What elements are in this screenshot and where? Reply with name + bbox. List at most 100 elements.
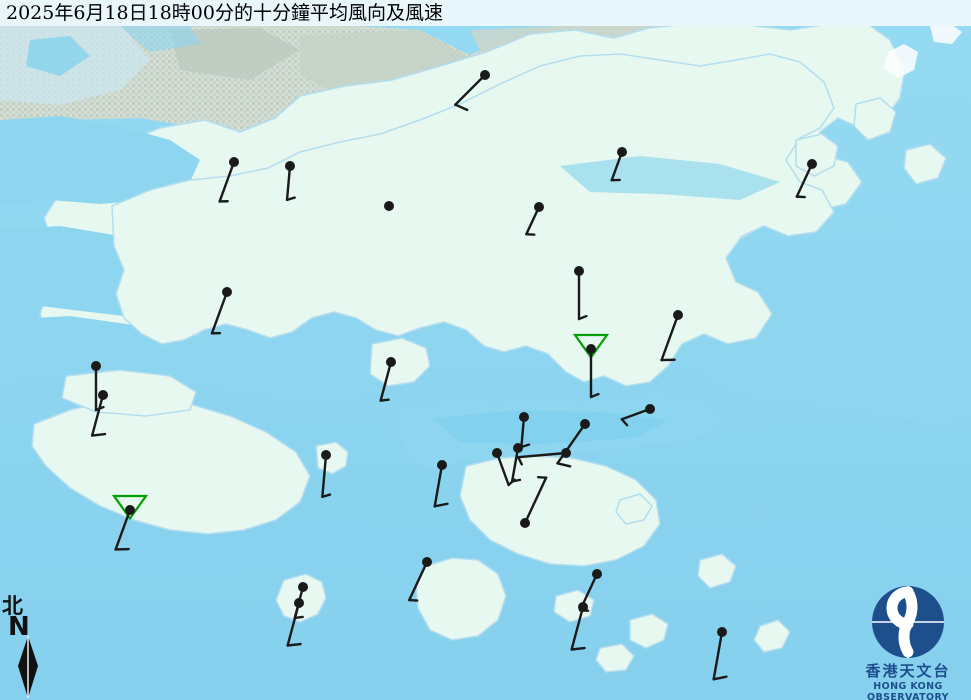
- station-dot-icon[interactable]: [285, 161, 295, 171]
- station-highlight-triangle-icon: [572, 333, 610, 360]
- station-marker[interactable]: [660, 310, 683, 362]
- station-dot-icon[interactable]: [580, 419, 590, 429]
- station-dot-icon[interactable]: [645, 404, 655, 414]
- station-marker[interactable]: [492, 448, 516, 487]
- station-marker[interactable]: [795, 159, 817, 199]
- station-dot-icon[interactable]: [520, 518, 530, 528]
- compass-rose: 北 N: [2, 590, 66, 700]
- station-dot-icon[interactable]: [534, 202, 544, 212]
- station-marker[interactable]: [572, 333, 610, 399]
- wind-barb-flag: [507, 478, 516, 487]
- wind-barb-flag: [286, 642, 302, 647]
- station-dot-icon[interactable]: [492, 448, 502, 458]
- station-marker[interactable]: [620, 404, 655, 427]
- wind-barb-shaft: [210, 290, 229, 335]
- station-marker[interactable]: [384, 201, 394, 211]
- station-marker[interactable]: [408, 557, 432, 602]
- wind-barb-flag: [556, 462, 572, 468]
- station-dot-icon[interactable]: [578, 602, 588, 612]
- wind-barb-flag: [712, 675, 728, 681]
- wind-barb-shaft: [433, 463, 444, 508]
- compass-needle-icon: [18, 636, 38, 698]
- station-marker[interactable]: [321, 450, 332, 499]
- station-dot-icon[interactable]: [91, 361, 101, 371]
- station-marker[interactable]: [433, 460, 449, 508]
- station-marker[interactable]: [574, 266, 588, 321]
- station-dot-icon[interactable]: [480, 70, 490, 80]
- station-marker[interactable]: [379, 357, 396, 402]
- station-marker[interactable]: [712, 627, 728, 681]
- station-dot-icon[interactable]: [617, 147, 627, 157]
- station-highlight-triangle-icon: [111, 494, 149, 521]
- station-marker[interactable]: [285, 161, 296, 202]
- station-dot-icon[interactable]: [98, 390, 108, 400]
- wind-barb-shaft: [712, 630, 724, 681]
- wind-barb-flag: [620, 418, 629, 427]
- wind-barb-flag: [90, 432, 107, 437]
- station-dot-icon[interactable]: [321, 450, 331, 460]
- wind-barb-shaft: [285, 164, 292, 202]
- station-dot-icon[interactable]: [386, 357, 396, 367]
- compass-label-cn: 北: [2, 593, 23, 618]
- station-marker[interactable]: [111, 494, 149, 551]
- wind-barb-shaft: [525, 205, 541, 236]
- station-dot-icon[interactable]: [513, 443, 523, 453]
- station-marker[interactable]: [519, 412, 531, 449]
- station-dot-icon[interactable]: [422, 557, 432, 567]
- wind-barb-flag: [589, 392, 600, 399]
- wind-barb-shaft: [510, 446, 520, 483]
- station-marker[interactable]: [556, 419, 590, 468]
- wind-barb-shaft: [321, 453, 328, 499]
- wind-barb-shaft: [90, 393, 105, 437]
- wind-barb-shaft: [570, 605, 585, 651]
- station-marker[interactable]: [520, 476, 548, 528]
- wind-barb-flag: [454, 103, 469, 112]
- wind-barb-shaft: [523, 476, 548, 525]
- wind-barb-shaft: [795, 162, 814, 198]
- station-dot-icon[interactable]: [125, 505, 135, 515]
- station-dot-icon[interactable]: [586, 344, 596, 354]
- wind-barb-flag: [577, 314, 588, 321]
- compass-label-en: N: [8, 612, 30, 642]
- hko-emblem-icon: [872, 586, 944, 658]
- station-dot-icon[interactable]: [222, 287, 232, 297]
- wind-barb-shaft: [495, 451, 510, 487]
- station-dot-icon[interactable]: [673, 310, 683, 320]
- station-dot-icon[interactable]: [592, 569, 602, 579]
- wind-barb-shaft: [516, 451, 568, 459]
- station-marker[interactable]: [454, 70, 490, 112]
- station-marker[interactable]: [610, 147, 627, 182]
- station-marker[interactable]: [210, 287, 232, 335]
- station-dot-icon[interactable]: [437, 460, 447, 470]
- wind-barb-shaft: [286, 601, 301, 647]
- hko-logo-cn: 香港天文台: [865, 662, 951, 680]
- page-title: 2025年6月18日18時00分的十分鐘平均風向及風速: [6, 2, 443, 24]
- station-dot-icon[interactable]: [229, 157, 239, 167]
- wind-barb-flag: [433, 502, 449, 508]
- wind-barb-shaft: [620, 407, 652, 421]
- station-dot-icon[interactable]: [807, 159, 817, 169]
- wind-barb-shaft: [218, 160, 236, 203]
- station-dot-icon[interactable]: [519, 412, 529, 422]
- wind-barb-flag: [321, 493, 332, 499]
- title-bar: 2025年6月18日18時00分的十分鐘平均風向及風速: [0, 0, 971, 26]
- wind-barb-shaft: [660, 313, 680, 362]
- station-dot-icon[interactable]: [717, 627, 727, 637]
- station-dot-icon[interactable]: [384, 201, 394, 211]
- wind-barb-shaft: [408, 560, 429, 602]
- hko-logo-en: HONG KONG OBSERVATORY: [867, 681, 949, 700]
- station-marker[interactable]: [525, 202, 544, 236]
- station-marker[interactable]: [516, 448, 571, 466]
- station-dot-icon[interactable]: [574, 266, 584, 276]
- station-marker[interactable]: [286, 598, 304, 647]
- station-dot-icon[interactable]: [298, 582, 308, 592]
- station-marker[interactable]: [570, 602, 588, 651]
- station-marker[interactable]: [218, 157, 239, 203]
- station-dot-icon[interactable]: [561, 448, 571, 458]
- hko-logo: 香港天文台 HONG KONG OBSERVATORY: [845, 584, 971, 700]
- station-marker[interactable]: [90, 390, 108, 437]
- station-dot-icon[interactable]: [294, 598, 304, 608]
